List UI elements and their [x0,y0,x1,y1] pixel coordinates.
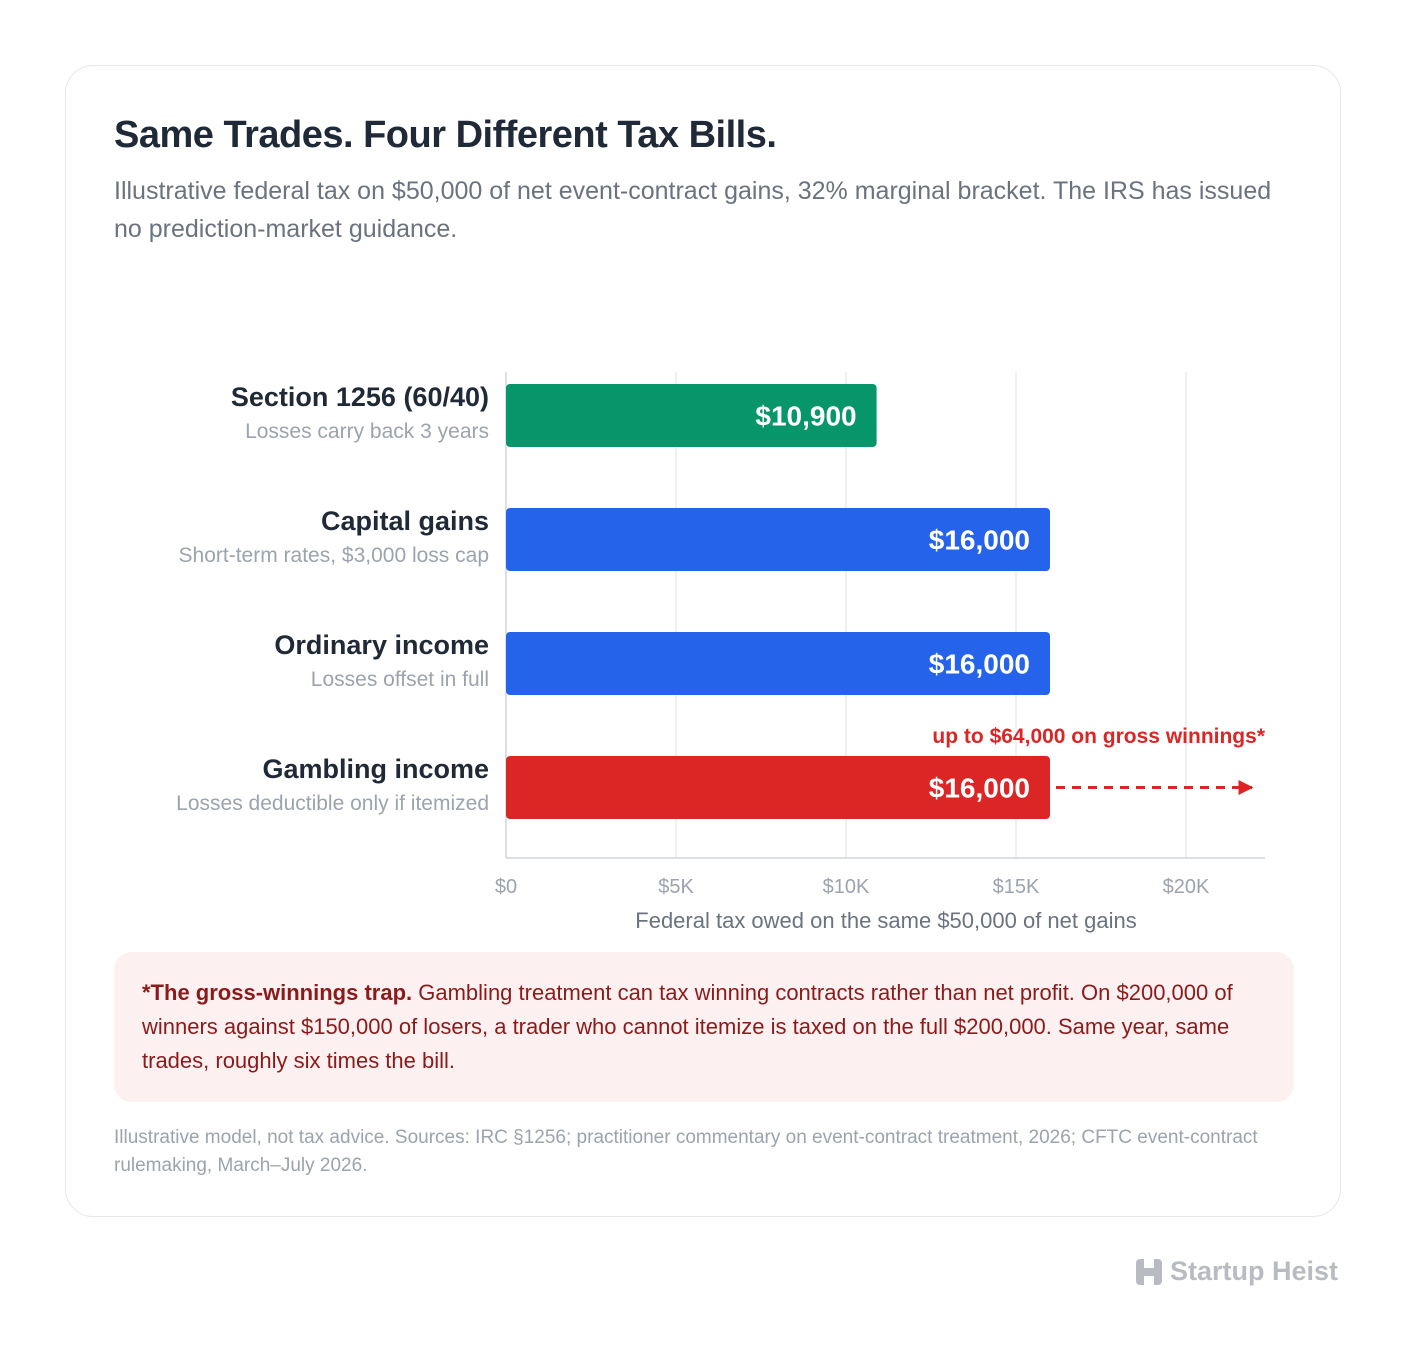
category-label: Gambling income [262,754,489,784]
bar [506,756,1050,819]
brand-name: Startup Heist [1169,1256,1338,1286]
annotation: up to $64,000 on gross winnings* [932,725,1266,795]
x-tick-label: $20K [1163,876,1210,898]
bar [506,384,877,447]
category-note: Losses carry back 3 years [245,420,489,443]
bar [506,508,1050,571]
x-axis: $0 $5K $10K $15K $20K Federal tax owed on the… [495,372,1265,933]
bar-value-label: $16,000 [929,525,1030,556]
bar-value-label: $10,900 [755,401,856,432]
category-labels: Section 1256 (60/40) Losses carry back 3 … [176,382,489,815]
x-tick-label: $5K [658,876,694,898]
bar [506,632,1050,695]
note-lead: *The gross-winnings trap. [142,980,413,1005]
sources-note: Illustrative model, not tax advice. Sour… [114,1127,1258,1176]
category-note: Losses deductible only if itemized [176,792,489,815]
bar-value-label: $16,000 [929,649,1030,680]
brand: Startup Heist [1135,1256,1338,1287]
x-tick-label: $15K [993,876,1040,898]
category-note: Short-term rates, $3,000 loss cap [179,544,489,567]
category-label: Capital gains [321,506,489,536]
gross-winnings-note: *The gross-winnings trap. Gambling treat… [114,952,1294,1102]
category-note: Losses offset in full [311,668,489,691]
note-body: Gambling treatment can tax winning contr… [142,980,1233,1073]
chart-title: Same Trades. Four Different Tax Bills. [114,114,777,156]
chart-subtitle: Illustrative federal tax on $50,000 of n… [114,177,1272,243]
annotation-text: up to $64,000 on gross winnings* [932,725,1265,748]
bars: $10,900 $16,000 $16,000 $16,000 [506,384,1050,819]
startup-heist-logo-icon [1135,1258,1162,1285]
category-label: Ordinary income [274,630,489,660]
x-axis-title: Federal tax owed on the same $50,000 of … [635,908,1136,933]
bar-value-label: $16,000 [929,773,1030,804]
x-tick-label: $10K [823,876,870,898]
category-label: Section 1256 (60/40) [231,382,489,412]
x-tick-label: $0 [495,876,517,898]
